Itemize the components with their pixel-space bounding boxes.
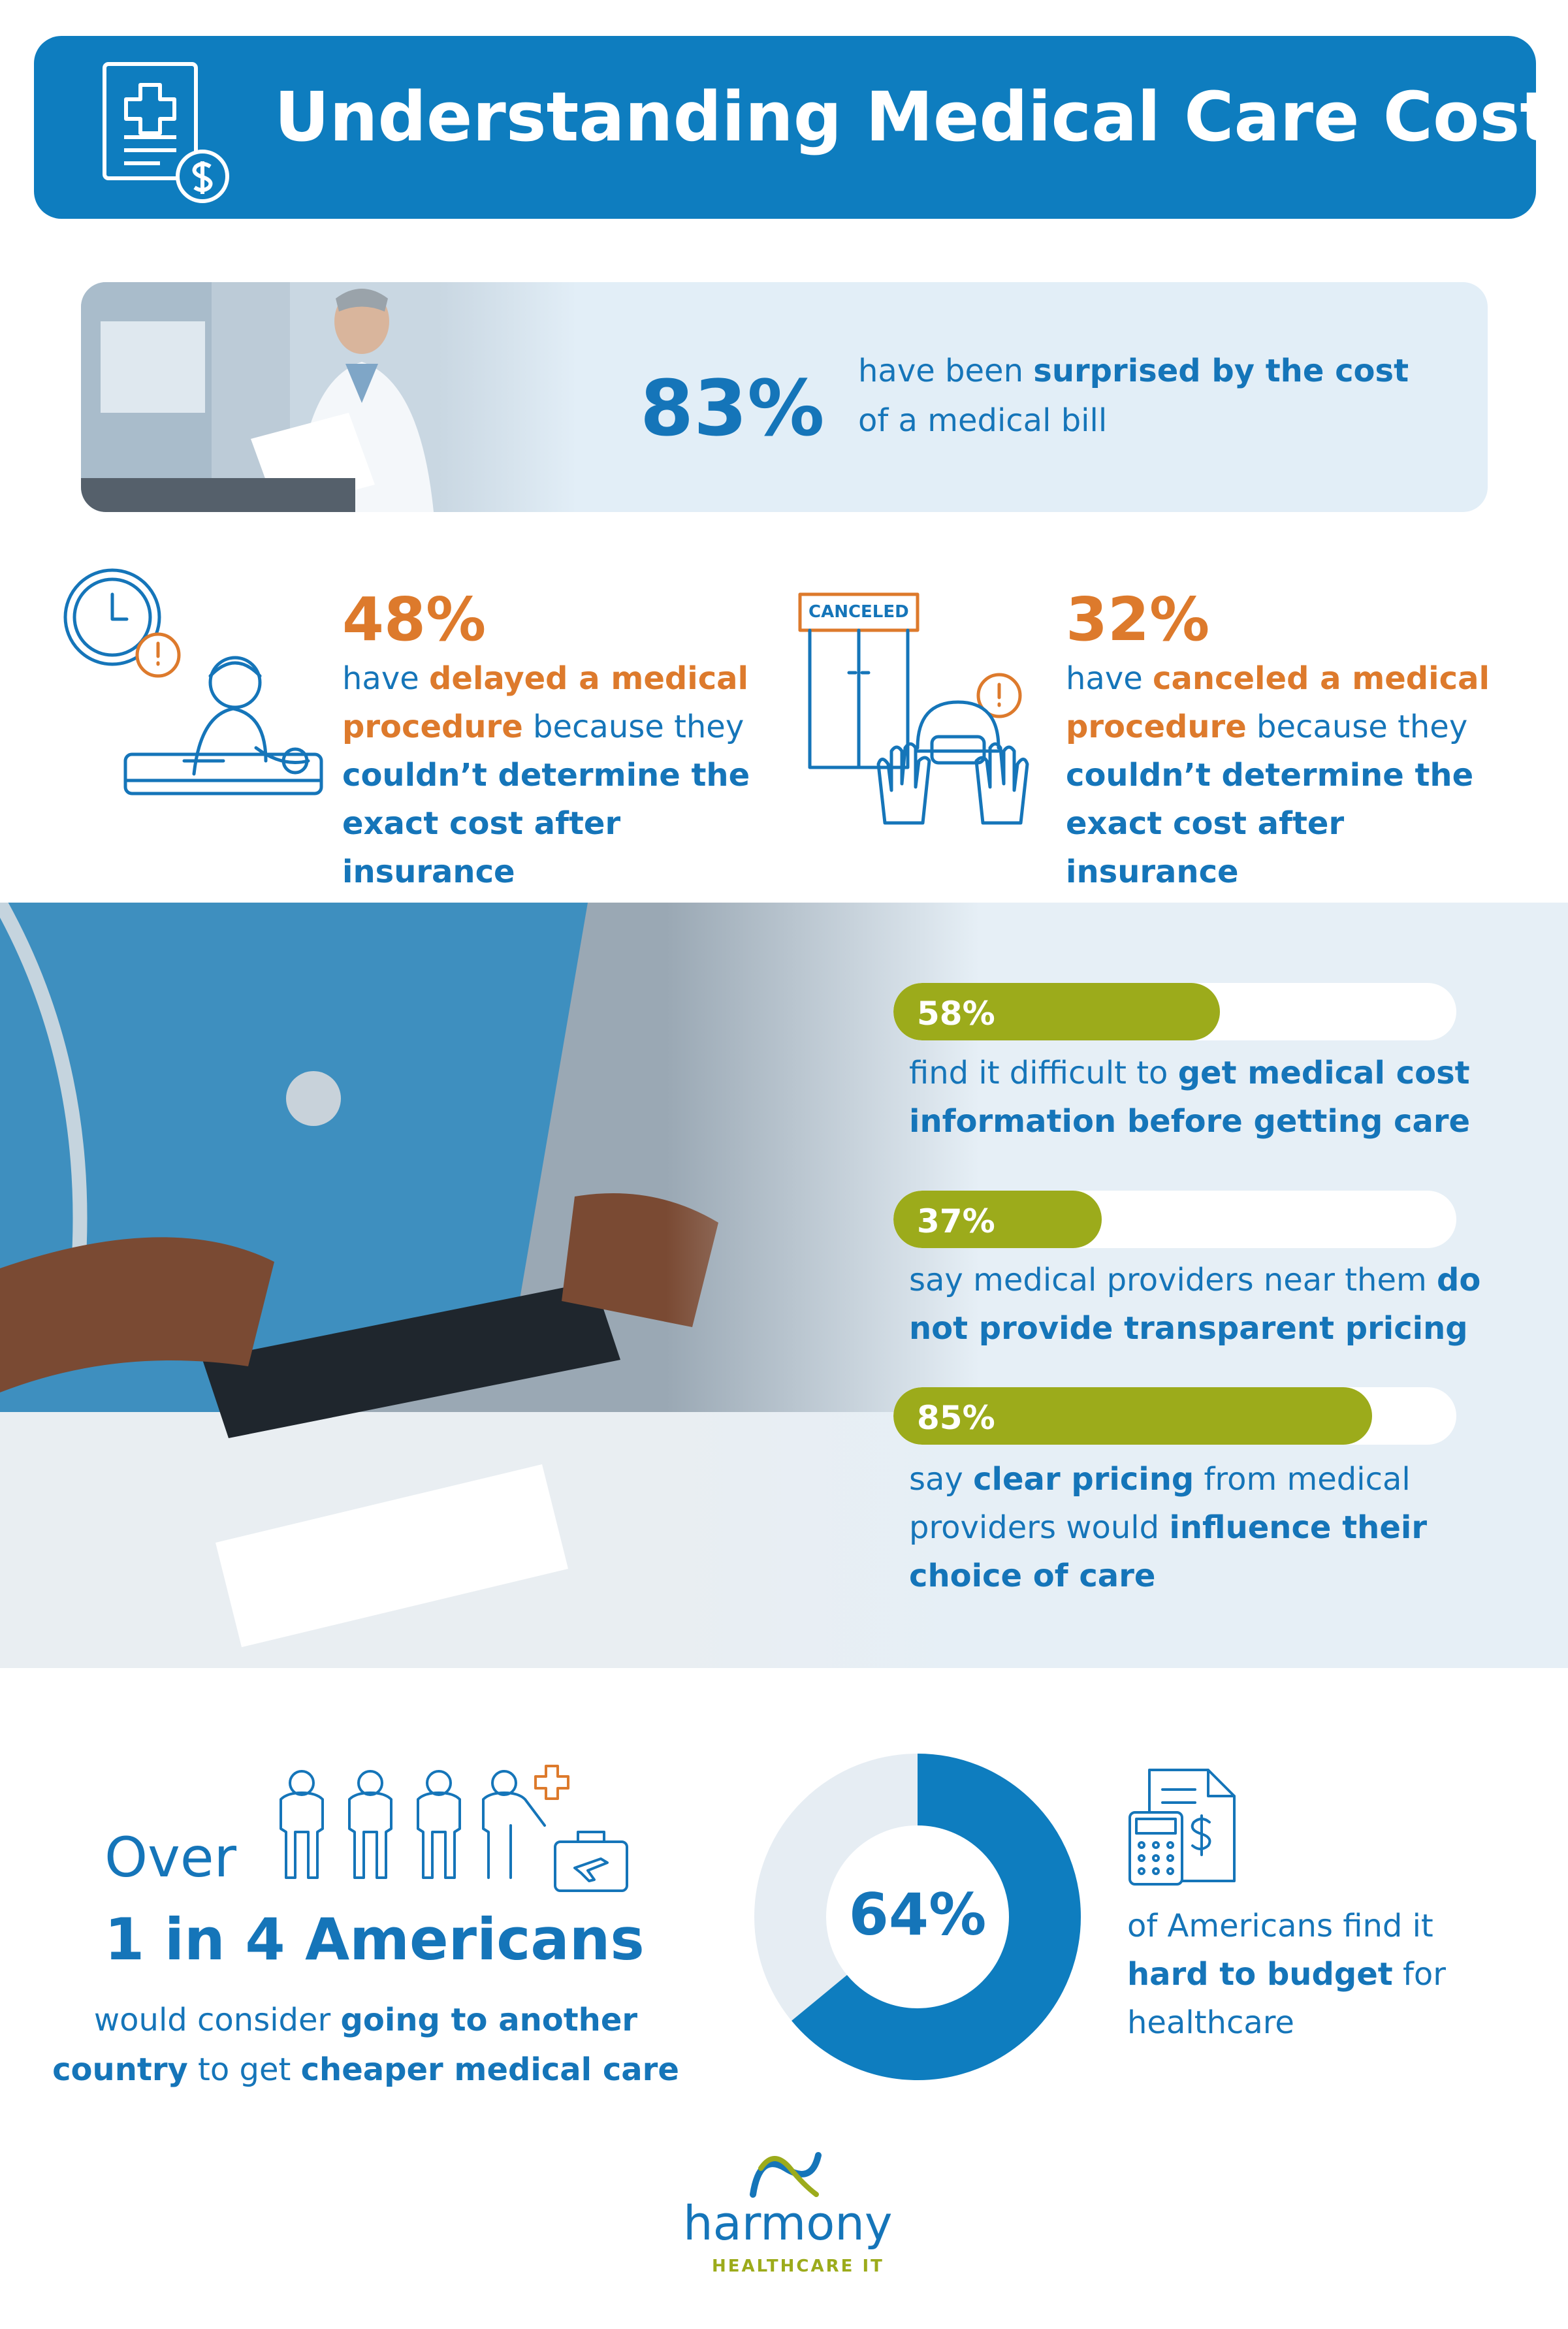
over-text: Over xyxy=(104,1825,237,1889)
canceled-text: have canceled a medical procedure becaus… xyxy=(1066,660,1490,890)
bar-text-85: say clear pricing from medical providers… xyxy=(909,1461,1427,1594)
bar-track-85: 85% xyxy=(893,1387,1456,1445)
donut-value-arc xyxy=(754,1754,1081,2080)
medical-bill-icon xyxy=(103,62,229,203)
header-banner xyxy=(34,36,1536,219)
budget-percent: 64% xyxy=(848,1881,987,1948)
delayed-percent: 48% xyxy=(342,585,487,654)
bar-track-58: 58% xyxy=(893,983,1456,1040)
budget-donut-chart xyxy=(754,1754,1081,2080)
surprised-text: have been surprised by the cost of a med… xyxy=(858,353,1409,439)
bar-label-58: 58% xyxy=(917,995,995,1033)
calculator-hands-photo xyxy=(0,903,980,1668)
people-travel-icon xyxy=(280,1765,628,1892)
canceled-sign: CANCELED xyxy=(808,602,909,622)
budget-text: of Americans find it hard to budget for … xyxy=(1127,1908,1446,2041)
page-title: Understanding Medical Care Costs xyxy=(274,77,1568,157)
bar-fill-37 xyxy=(893,1191,1102,1248)
travel-text: would consider going to another country … xyxy=(52,2002,679,2088)
surprised-stat-panel xyxy=(81,282,1488,512)
bar-track-37: 37% xyxy=(893,1191,1456,1248)
bar-fill-58 xyxy=(893,983,1220,1040)
canceled-percent: 32% xyxy=(1066,585,1210,654)
bar-fill-85 xyxy=(893,1387,1372,1445)
harmony-logo-word: harmony xyxy=(683,2196,893,2251)
one-in-four-headline: 1 in 4 Americans xyxy=(104,1906,645,1973)
bar-text-58: find it difficult to get medical cost in… xyxy=(909,1055,1471,1140)
calculator-bill-icon xyxy=(1128,1769,1236,1886)
doctor-reading-photo xyxy=(81,282,577,512)
bar-text-37: say medical providers near them do not p… xyxy=(909,1262,1481,1347)
delayed-text: have delayed a medical procedure because… xyxy=(342,660,750,890)
surprised-percent: 83% xyxy=(640,363,825,453)
harmony-logo-mark xyxy=(750,2152,822,2198)
delayed-procedure-icon xyxy=(63,568,323,795)
bar-label-85: 85% xyxy=(917,1399,995,1437)
harmony-logo-subtitle: HEALTHCARE IT xyxy=(712,2257,884,2276)
bar-label-37: 37% xyxy=(917,1202,995,1240)
canceled-procedure-icon xyxy=(798,592,1029,825)
